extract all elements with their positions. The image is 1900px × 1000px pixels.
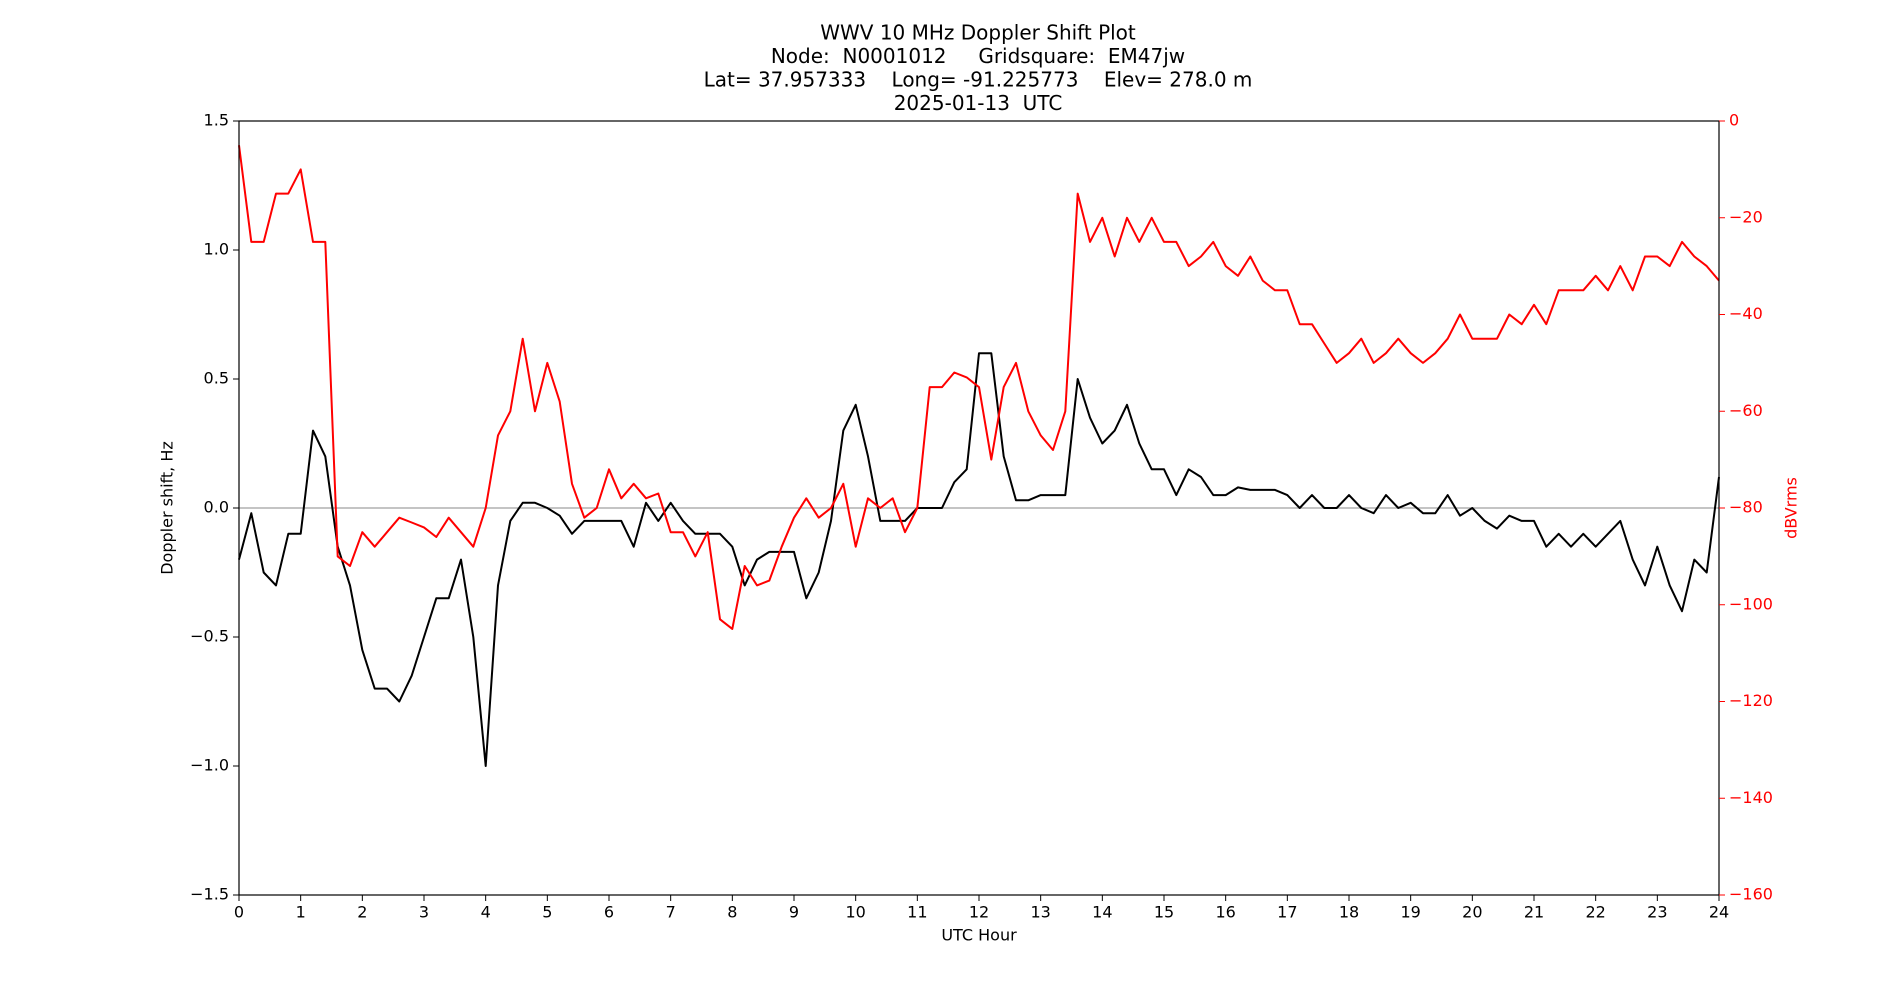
x-tick-label: 12 (969, 903, 989, 922)
x-tick-label: 10 (845, 903, 865, 922)
y2-tick-label: −80 (1729, 498, 1763, 517)
x-tick-label: 7 (666, 903, 676, 922)
x-tick-label: 6 (604, 903, 614, 922)
x-tick-label: 4 (481, 903, 491, 922)
chart-title: Lat= 37.957333 Long= -91.225773 Elev= 27… (704, 68, 1253, 92)
x-tick-label: 20 (1462, 903, 1482, 922)
x-tick-label: 19 (1400, 903, 1420, 922)
x-tick-label: 5 (542, 903, 552, 922)
y2-tick-label: −160 (1729, 885, 1773, 904)
x-tick-label: 21 (1524, 903, 1544, 922)
y2-tick-label: −20 (1729, 207, 1763, 226)
x-tick-label: 16 (1215, 903, 1235, 922)
x-tick-label: 23 (1647, 903, 1667, 922)
y2-tick-label: −60 (1729, 401, 1763, 420)
y-tick-label: −1.5 (190, 885, 229, 904)
x-tick-label: 17 (1277, 903, 1297, 922)
y2-tick-label: −140 (1729, 788, 1773, 807)
x-tick-label: 11 (907, 903, 927, 922)
x-tick-label: 9 (789, 903, 799, 922)
x-tick-label: 22 (1585, 903, 1605, 922)
y-tick-label: 1.0 (204, 240, 229, 259)
y-tick-label: −0.5 (190, 627, 229, 646)
y-tick-label: 0.0 (204, 498, 229, 517)
data-line (238, 145, 1720, 630)
y-axis-label: Doppler shift, Hz (158, 441, 177, 575)
x-tick-label: 2 (357, 903, 367, 922)
x-tick-label: 8 (727, 903, 737, 922)
y2-tick-label: −40 (1729, 304, 1763, 323)
x-tick-label: 3 (419, 903, 429, 922)
y2-tick-label: 0 (1729, 111, 1739, 130)
x-tick-label: 1 (296, 903, 306, 922)
x-tick-label: 14 (1092, 903, 1112, 922)
chart-title: Node: N0001012 Gridsquare: EM47jw (771, 44, 1185, 68)
y2-tick-label: −100 (1729, 594, 1773, 613)
x-tick-label: 13 (1030, 903, 1050, 922)
x-tick-label: 0 (234, 903, 244, 922)
y-tick-label: 0.5 (204, 369, 229, 388)
x-tick-label: 15 (1154, 903, 1174, 922)
chart-title: WWV 10 MHz Doppler Shift Plot (820, 21, 1136, 45)
x-tick-label: 24 (1709, 903, 1729, 922)
y2-axis-label: dBVrms (1782, 477, 1801, 539)
x-axis-label: UTC Hour (941, 926, 1017, 945)
data-line (238, 352, 1720, 767)
y2-tick-label: −120 (1729, 691, 1773, 710)
x-tick-label: 18 (1339, 903, 1359, 922)
y-tick-label: −1.0 (190, 756, 229, 775)
chart-title: 2025-01-13 UTC (894, 91, 1063, 115)
y-tick-label: 1.5 (204, 111, 229, 130)
